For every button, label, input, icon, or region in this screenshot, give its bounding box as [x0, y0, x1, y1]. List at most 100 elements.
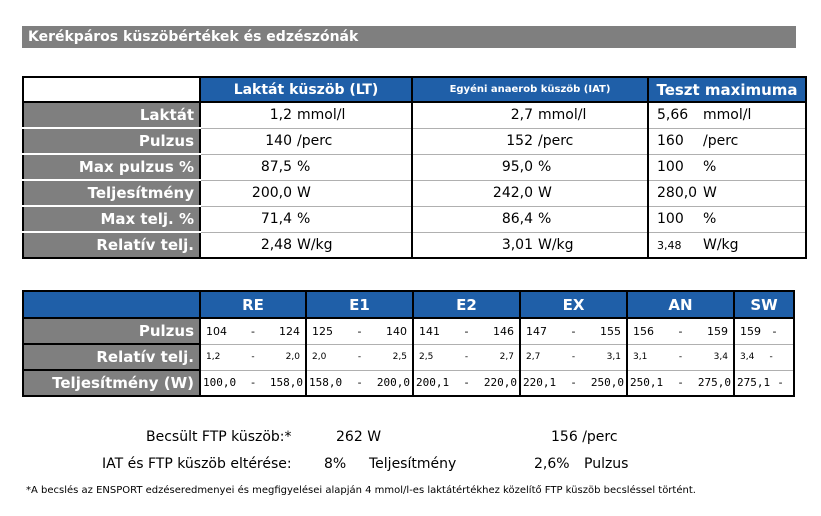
zone-header-sw: SW: [733, 290, 795, 319]
header-iat: Egyéni anaerob küszöb (IAT): [411, 76, 649, 103]
max-value: 3,48: [657, 238, 682, 252]
threshold-cell-lt-value: 1,2 mmol/l: [199, 102, 413, 129]
threshold-cell-max-value: 100%: [647, 154, 807, 181]
zone-range-dash: -: [570, 376, 577, 390]
threshold-row: Laktát 1,2 mmol/l 2,7 mmol/l 5,66 mmol/l: [22, 102, 807, 129]
zone-header-an: AN: [626, 290, 735, 319]
lt-value-unit: %: [297, 159, 311, 175]
zone-range-cell: 3,4 -: [733, 343, 795, 371]
zone-range-max: 159: [706, 324, 728, 338]
zone-range: 100,0-158,0: [202, 376, 304, 390]
zone-range-min: 156: [633, 324, 654, 338]
zone-range: 104 - 124: [202, 324, 304, 338]
lt-value: 200,0: [251, 185, 292, 201]
zone-range-cell: 3,1 - 3,4: [626, 343, 735, 371]
lt-value: 140: [265, 133, 292, 149]
zone-range: 200,1-220,0: [415, 376, 518, 389]
zone-range: 3,1 - 3,4: [629, 352, 732, 362]
zone-range-min: 141: [419, 324, 440, 338]
diff-power-pct: 8%: [324, 456, 347, 472]
ftp-power-value: 262: [336, 429, 363, 445]
max-value-unit: W/kg: [703, 236, 739, 253]
diff-hr-pct: 2,6%: [534, 456, 570, 472]
threshold-cell-max-value: 280,0 W: [647, 180, 807, 207]
threshold-cell-max-value: 100%: [647, 206, 807, 233]
zone-range-max: 200,0: [376, 376, 410, 390]
zone-range-max: 250,0: [590, 376, 624, 390]
zone-range-min: 158,0: [309, 376, 343, 390]
max-value: 100: [657, 211, 684, 227]
ftp-label: Becsült FTP küszöb:*: [146, 429, 292, 445]
zone-range-max: 2,0: [285, 352, 300, 362]
iat-value-unit: W: [538, 185, 552, 201]
lt-value-unit: %: [297, 211, 311, 227]
max-value: 160: [657, 133, 684, 149]
threshold-cell-iat-value: 242,0 W: [411, 180, 649, 207]
zone-range-max: 3,1: [606, 352, 621, 362]
ftp-power-unit: W: [367, 429, 382, 445]
max-value: 100: [657, 159, 684, 175]
threshold-cell-iat-value: 95,0%: [411, 154, 649, 181]
zone-header-re: RE: [199, 290, 307, 319]
max-value: 5,66: [657, 107, 689, 124]
zone-range-cell: 125 - 140: [305, 317, 414, 345]
threshold-row: Max pulzus % 87,5% 95,0% 100%: [22, 154, 807, 181]
threshold-cell-lt-value: 2,48 W/kg: [199, 232, 413, 259]
threshold-row-label: Max telj. %: [22, 206, 201, 233]
zone-range-dash: -: [678, 324, 683, 338]
threshold-row: Relatív telj. 2,48 W/kg 3,01 W/kg 3,48 W/kg: [22, 232, 807, 259]
zone-range-max: 275,0: [697, 376, 731, 390]
zone-range-min: 2,0: [312, 352, 327, 362]
zone-range-max: 2,5: [392, 352, 407, 362]
threshold-row-label: Max pulzus %: [22, 154, 201, 181]
diff-label: IAT és FTP küszöb eltérése:: [102, 456, 292, 472]
threshold-cell-iat-value: 2,7 mmol/l: [411, 102, 649, 129]
threshold-row: Teljesítmény 200,0 W 242,0 W 280,0 W: [22, 180, 807, 207]
zone-range-min: 275,1: [737, 376, 771, 390]
zone-range-min: 104: [206, 324, 227, 338]
zone-range-dash: -: [251, 352, 255, 362]
zone-range-cell: 100,0-158,0: [199, 369, 307, 397]
max-value-unit: %: [703, 159, 717, 175]
zone-range-min: 2,5: [419, 352, 434, 362]
iat-value-unit: %: [538, 211, 552, 227]
zone-range-dash: -: [772, 324, 777, 338]
max-value: 280,0: [657, 185, 698, 201]
ftp-hr-unit: /perc: [582, 429, 618, 445]
zone-range-min: 159: [740, 324, 761, 338]
threshold-cell-lt-value: 200,0 W: [199, 180, 413, 207]
ftp-hr: 156 /perc: [551, 429, 618, 445]
zone-range-max: 158,0: [269, 376, 303, 390]
page-title: Kerékpáros küszöbértékek és edzészónák: [22, 26, 796, 48]
zone-range-cell: 159-: [733, 317, 795, 345]
zone-header-e2: E2: [412, 290, 521, 319]
zone-range: 1,2 - 2,0: [202, 352, 304, 362]
zone-range-cell: 275,1-: [733, 369, 795, 397]
zone-range-min: 1,2: [206, 352, 221, 362]
zone-range-dash: -: [357, 352, 362, 362]
zone-row: Relatív telj. 1,2-2,0 2,0-2,5 2,5-2,7 2,7-3,…: [22, 343, 795, 371]
threshold-row-label: Teljesítmény: [22, 180, 201, 207]
zone-header-e1: E1: [305, 290, 414, 319]
lt-value: 87,5: [260, 159, 292, 175]
zone-row-label: Teljesítmény (W): [22, 369, 201, 397]
max-value-unit: mmol/l: [703, 107, 752, 124]
zone-range-min: 2,7: [526, 352, 541, 362]
zone-range-min: 125: [312, 324, 333, 338]
zone-range-min: 147: [526, 324, 547, 338]
zone-range-dash: -: [249, 376, 257, 390]
zones-header-blank: [22, 290, 201, 319]
threshold-row-label: Pulzus: [22, 128, 201, 155]
zone-range-cell: 2,0 - 2,5: [305, 343, 414, 371]
zone-range: 147 - 155: [522, 324, 625, 338]
iat-value: 242,0: [492, 185, 533, 201]
zone-range-min: 220,1: [523, 376, 557, 390]
zone-range-dash: -: [464, 324, 469, 338]
threshold-cell-iat-value: 3,01 W/kg: [411, 232, 649, 259]
zone-range-cell: 220,1-250,0: [519, 369, 628, 397]
zone-range-min: 3,4: [740, 352, 755, 362]
max-value-unit: W: [703, 185, 717, 201]
iat-value: 95,0: [501, 159, 533, 175]
threshold-cell-iat-value: 152/perc: [411, 128, 649, 155]
zone-range-dash: -: [678, 352, 683, 362]
